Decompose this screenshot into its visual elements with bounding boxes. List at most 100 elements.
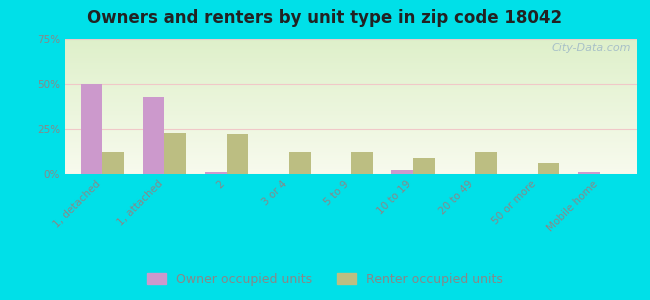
Bar <box>65 93 637 94</box>
Bar <box>65 120 637 121</box>
Bar <box>65 142 637 143</box>
Bar <box>65 70 637 71</box>
Bar <box>65 145 637 146</box>
Bar <box>65 77 637 78</box>
Bar <box>65 44 637 45</box>
Bar <box>65 74 637 75</box>
Bar <box>81 84 102 174</box>
Bar <box>65 100 637 101</box>
Text: Owners and renters by unit type in zip code 18042: Owners and renters by unit type in zip c… <box>88 9 562 27</box>
Bar <box>65 40 637 41</box>
Bar <box>65 156 637 157</box>
Bar <box>65 114 637 115</box>
Bar <box>65 47 637 48</box>
Bar <box>164 133 187 174</box>
Bar <box>65 165 637 166</box>
Bar <box>65 148 637 149</box>
Bar <box>65 131 637 132</box>
Bar <box>65 98 637 99</box>
Bar <box>65 39 637 40</box>
Bar <box>65 141 637 142</box>
Bar <box>65 88 637 89</box>
Bar <box>65 115 637 116</box>
Bar <box>65 167 637 168</box>
Bar <box>65 112 637 113</box>
Bar <box>65 100 637 101</box>
Bar <box>65 106 637 107</box>
Bar <box>65 54 637 55</box>
Bar <box>65 46 637 47</box>
Bar <box>65 110 637 111</box>
Bar <box>65 107 637 108</box>
Bar <box>65 138 637 139</box>
Bar <box>65 61 637 62</box>
Bar <box>65 69 637 70</box>
Bar <box>65 94 637 95</box>
Bar <box>65 113 637 114</box>
Bar <box>65 137 637 138</box>
Bar <box>65 129 637 130</box>
Bar <box>65 154 637 155</box>
Bar <box>65 66 637 67</box>
Bar <box>65 103 637 104</box>
Bar <box>65 58 637 59</box>
Legend: Owner occupied units, Renter occupied units: Owner occupied units, Renter occupied un… <box>142 268 508 291</box>
Bar <box>65 135 637 136</box>
Bar <box>65 119 637 120</box>
Text: City-Data.com: City-Data.com <box>552 43 631 53</box>
Bar <box>65 132 637 133</box>
Bar <box>65 49 637 50</box>
Bar <box>538 163 559 174</box>
Bar <box>65 64 637 65</box>
Bar <box>351 152 372 174</box>
Bar <box>65 164 637 165</box>
Bar <box>65 45 637 46</box>
Bar <box>65 72 637 73</box>
Bar <box>65 99 637 100</box>
Bar <box>65 78 637 79</box>
Bar <box>65 117 637 118</box>
Bar <box>65 118 637 119</box>
Bar <box>578 172 600 174</box>
Bar <box>65 96 637 97</box>
Bar <box>65 111 637 112</box>
Bar <box>65 42 637 43</box>
Bar <box>65 128 637 129</box>
Bar <box>65 171 637 172</box>
Bar <box>65 65 637 66</box>
Bar <box>65 134 637 135</box>
Bar <box>65 130 637 131</box>
Bar <box>391 170 413 174</box>
Bar <box>65 110 637 111</box>
Bar <box>65 126 637 127</box>
Bar <box>65 150 637 151</box>
Bar <box>65 59 637 60</box>
Bar <box>475 152 497 174</box>
Bar <box>65 71 637 72</box>
Bar <box>65 116 637 117</box>
Bar <box>65 83 637 84</box>
Bar <box>65 89 637 90</box>
Bar <box>65 163 637 164</box>
Bar <box>65 160 637 161</box>
Bar <box>65 133 637 134</box>
Bar <box>65 153 637 154</box>
Bar <box>65 50 637 51</box>
Bar <box>65 81 637 82</box>
Bar <box>65 68 637 69</box>
Bar <box>65 90 637 91</box>
Bar <box>65 108 637 109</box>
Bar <box>65 41 637 42</box>
Bar <box>65 169 637 170</box>
Bar <box>65 151 637 152</box>
Bar <box>65 67 637 68</box>
Bar <box>65 101 637 102</box>
Bar <box>65 75 637 76</box>
Bar <box>65 127 637 128</box>
Bar <box>65 158 637 159</box>
Bar <box>65 87 637 88</box>
Bar <box>65 92 637 93</box>
Bar <box>65 139 637 140</box>
Bar <box>65 149 637 150</box>
Bar <box>65 109 637 110</box>
